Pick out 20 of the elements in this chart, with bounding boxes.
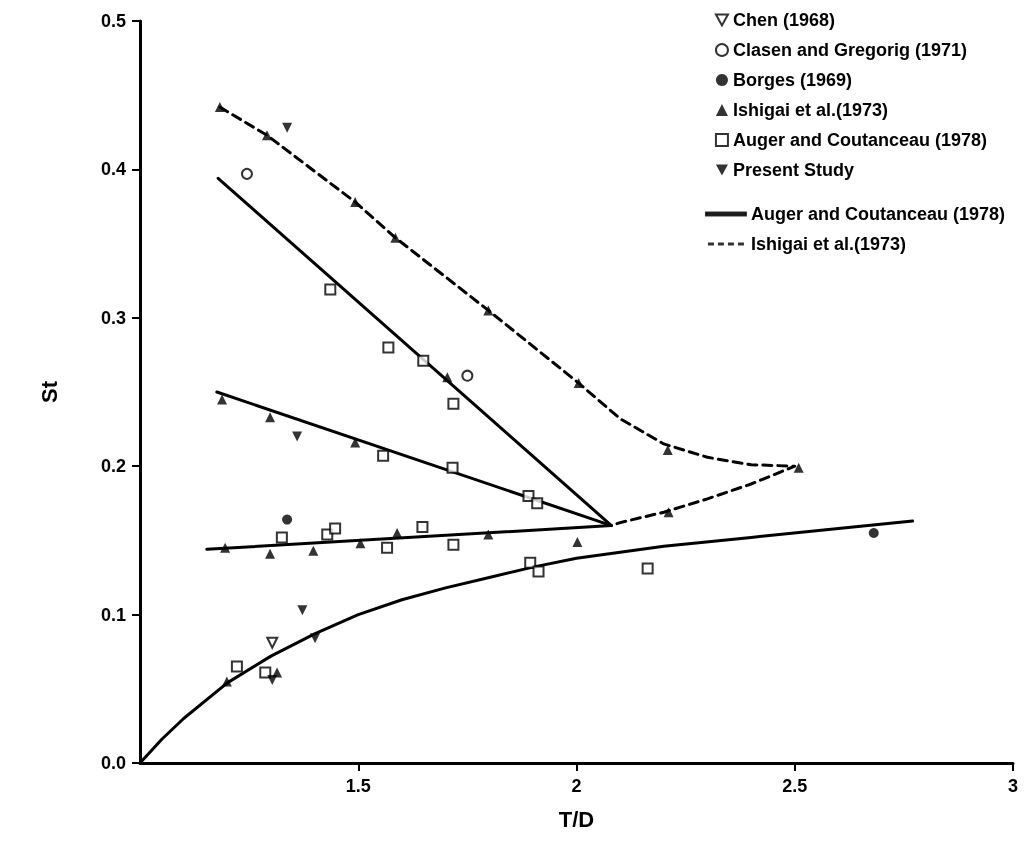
legend-label: Auger and Coutanceau (1978) [732, 130, 988, 150]
y-tick-label: 0.3 [100, 307, 126, 328]
y-tick-label: 0.4 [100, 159, 126, 180]
x-axis-title: T/D [558, 806, 595, 832]
y-tick-label: 0.1 [100, 604, 126, 625]
x-tick-label: 2.5 [782, 776, 808, 796]
legend-label: Borges (1969) [732, 70, 853, 90]
legend-label: Auger and Coutanceau (1978) [750, 204, 1006, 224]
x-tick-label: 2 [571, 776, 582, 796]
x-tick-label: 3 [1007, 776, 1019, 796]
x-tick-label: 1.5 [345, 776, 371, 796]
y-tick-label: 0.2 [100, 456, 126, 477]
y-axis-title: St [36, 380, 62, 403]
legend-label: Ishigai et al.(1973) [732, 100, 889, 120]
legend-label: Present Study [732, 160, 854, 180]
legend-label: Chen (1968) [732, 10, 835, 30]
legend-label: Clasen and Gregorig (1971) [732, 40, 968, 60]
legend-label: Ishigai et al.(1973) [750, 234, 907, 254]
y-tick-label: 0.0 [100, 753, 126, 773]
y-tick-label: 0.5 [100, 11, 126, 31]
